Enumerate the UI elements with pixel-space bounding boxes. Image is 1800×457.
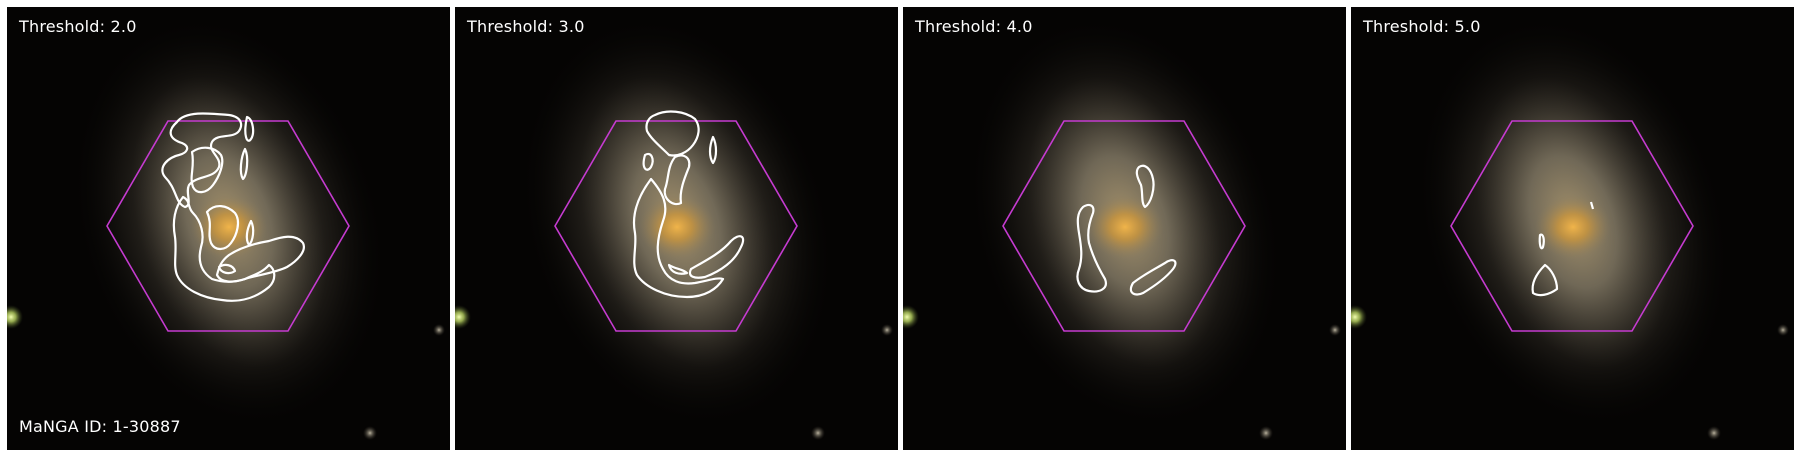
threshold-label: Threshold: 5.0	[1363, 17, 1481, 36]
threshold-label: Threshold: 4.0	[915, 17, 1033, 36]
threshold-label: Threshold: 3.0	[467, 17, 585, 36]
galaxy-image	[903, 7, 1346, 450]
galaxy-image	[7, 7, 450, 450]
galaxy-panel-threshold-5: Threshold: 5.0	[1351, 7, 1794, 450]
contour-overlay	[161, 112, 305, 302]
galaxy-image	[455, 7, 898, 450]
galaxy-image	[1351, 7, 1794, 450]
contour-overlay	[632, 110, 745, 299]
contour-overlay	[1531, 201, 1595, 297]
galaxy-panel-threshold-3: Threshold: 3.0	[455, 7, 898, 450]
galaxy-panel-threshold-4: Threshold: 4.0	[903, 7, 1346, 450]
galaxy-id-label: MaNGA ID: 1-30887	[19, 417, 181, 436]
threshold-label: Threshold: 2.0	[19, 17, 137, 36]
galaxy-panel-threshold-2: Threshold: 2.0 MaNGA ID: 1-30887	[7, 7, 450, 450]
contour-overlay	[1076, 164, 1177, 296]
